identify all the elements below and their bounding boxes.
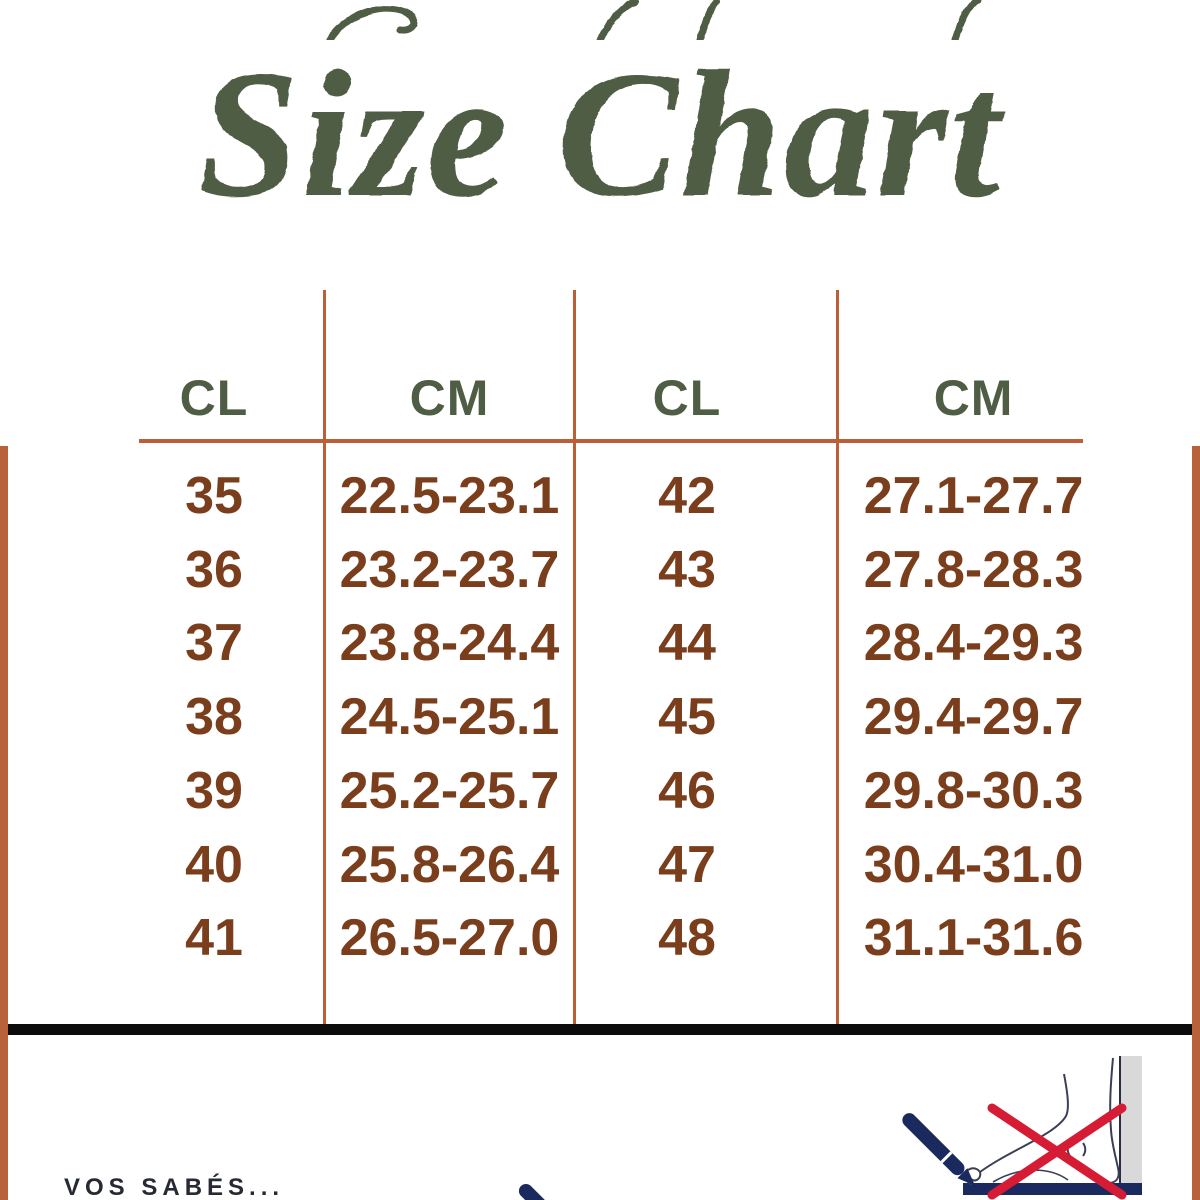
svg-text:Size Chart: Size Chart (198, 34, 1005, 235)
